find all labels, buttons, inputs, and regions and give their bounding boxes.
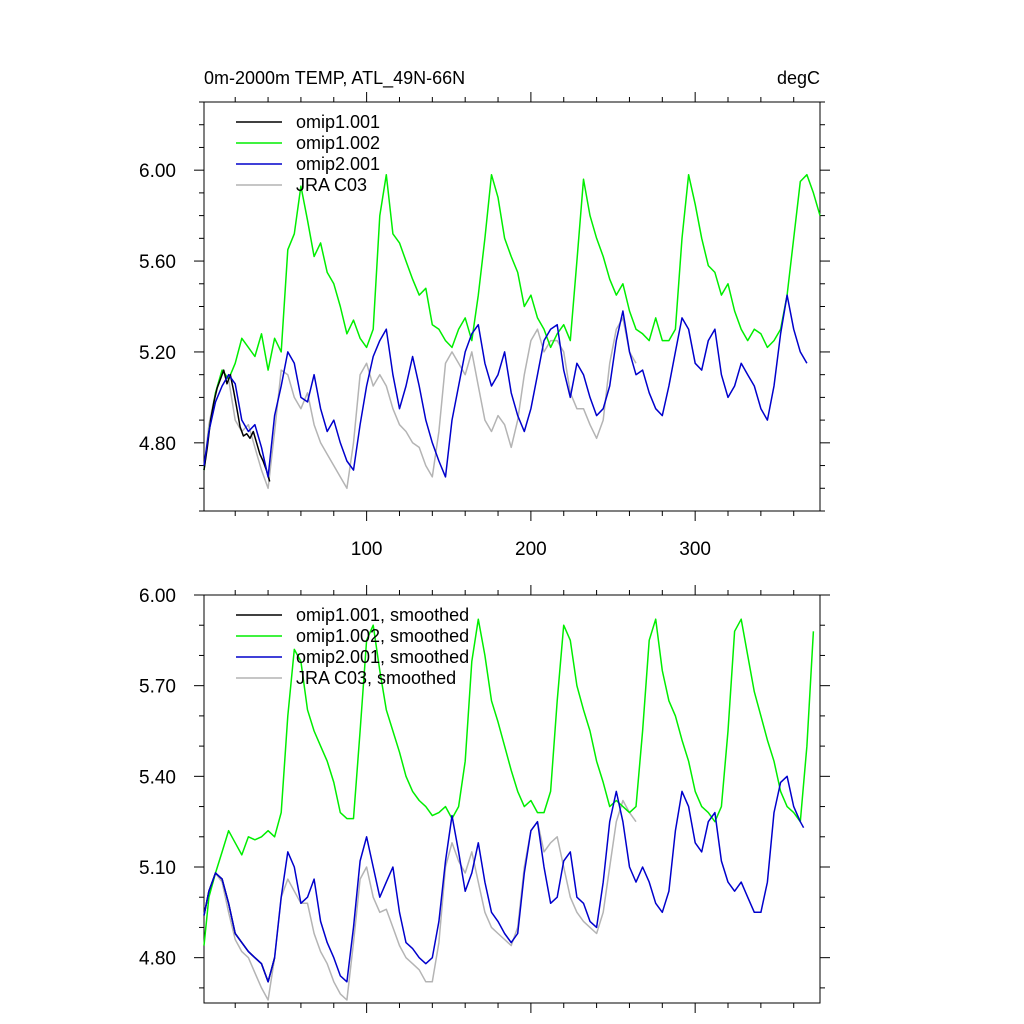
legend-label: JRA C03 <box>296 175 367 195</box>
y-tick-label: 5.20 <box>139 343 176 364</box>
legend-label: omip2.001 <box>296 154 380 174</box>
y-tick-label: 4.80 <box>139 434 176 455</box>
y-tick-label: 5.10 <box>139 858 176 879</box>
y-tick-label: 6.00 <box>139 161 176 182</box>
legend-label: omip1.002, smoothed <box>296 626 469 646</box>
legend-label: omip1.001 <box>296 112 380 132</box>
legend-label: omip1.001, smoothed <box>296 605 469 625</box>
series-line-omip2-001-smoothed <box>203 775 805 983</box>
plot-frame <box>203 594 821 1004</box>
units-label: degC <box>777 68 820 88</box>
x-tick-label: 100 <box>351 539 383 560</box>
chart-title: 0m-2000m TEMP, ATL_49N-66N <box>204 68 465 89</box>
x-tick-label: 300 <box>679 539 711 560</box>
y-tick-label: 4.80 <box>139 949 176 970</box>
legend-label: omip1.002 <box>296 133 380 153</box>
y-tick-label: 5.70 <box>139 677 176 698</box>
legend-label: omip2.001, smoothed <box>296 647 469 667</box>
x-tick-label: 200 <box>515 539 547 560</box>
panel-top: 100 200 300 4.80 5.20 5.60 6.00 0m-2000m TEMP, … <box>139 68 830 560</box>
y-tick-label: 5.60 <box>139 252 176 273</box>
series-line-jra-c03 <box>203 317 637 490</box>
legend-label: JRA C03, smoothed <box>296 668 456 688</box>
y-tick-label: 6.00 <box>139 586 176 607</box>
series-line-omip1-001-smoothed <box>203 872 276 983</box>
series-line-omip1-001 <box>203 369 271 482</box>
series-line-omip2-001 <box>203 294 808 478</box>
y-tick-label: 5.40 <box>139 767 176 788</box>
series-line-omip1-002 <box>203 173 821 471</box>
